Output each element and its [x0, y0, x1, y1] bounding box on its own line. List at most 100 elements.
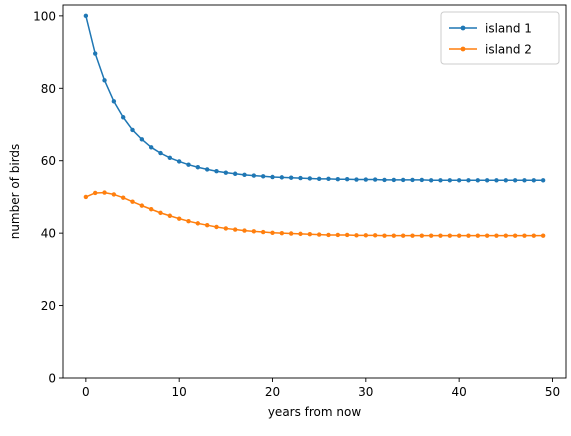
data-point: [176, 159, 182, 164]
legend: island 1 island 2: [440, 11, 560, 65]
data-point: [158, 210, 163, 216]
data-point: [83, 194, 89, 200]
data-point: [111, 99, 117, 104]
data-point: [475, 178, 481, 183]
data-point: [223, 170, 229, 175]
data-point: [279, 230, 285, 236]
x-tick-label: 30: [358, 385, 373, 399]
data-point: [102, 190, 107, 195]
data-point: [503, 233, 509, 238]
data-point: [270, 230, 275, 235]
data-point: [438, 178, 443, 183]
data-point: [354, 233, 359, 238]
data-point: [251, 173, 257, 178]
data-point: [102, 78, 107, 83]
data-point: [363, 233, 369, 238]
data-point: [186, 162, 191, 167]
data-point: [307, 232, 313, 237]
x-tick-label: 0: [82, 385, 90, 399]
data-point: [288, 175, 294, 180]
data-point: [484, 233, 490, 238]
data-point: [456, 233, 462, 238]
data-point: [195, 165, 201, 170]
data-point: [93, 51, 98, 56]
x-tick-label: 20: [265, 385, 280, 399]
x-tick-label: 40: [452, 385, 467, 399]
y-tick-label: 0: [48, 372, 56, 386]
data-point: [204, 167, 210, 172]
series-layer: [83, 13, 546, 238]
data-point: [335, 176, 341, 182]
data-point: [531, 178, 536, 183]
data-point: [522, 178, 527, 183]
data-point: [494, 233, 499, 238]
data-point: [391, 233, 397, 238]
data-point: [428, 178, 434, 183]
y-tick-label: 20: [41, 299, 56, 313]
data-point: [354, 177, 359, 182]
data-point: [242, 228, 247, 233]
data-point: [484, 178, 490, 183]
data-point: [372, 177, 378, 182]
x-tick-label: 10: [172, 385, 187, 399]
data-point: [120, 195, 126, 200]
legend-label: island 2: [485, 43, 532, 57]
data-point: [512, 178, 518, 183]
data-point: [83, 13, 89, 19]
data-point: [419, 177, 425, 183]
axes-frame: [62, 4, 567, 379]
data-point: [307, 176, 313, 181]
legend-marker-swatch: [460, 25, 466, 31]
data-point: [232, 171, 238, 176]
data-point: [204, 222, 210, 228]
series-1: [83, 13, 546, 183]
data-point: [260, 174, 266, 179]
y-tick-label: 100: [33, 9, 56, 23]
data-point: [260, 229, 266, 235]
legend-label: island 1: [485, 22, 532, 36]
data-point: [298, 231, 303, 237]
x-tick-label: 50: [545, 385, 560, 399]
data-point: [158, 150, 163, 156]
data-point: [410, 233, 415, 238]
data-point: [410, 177, 415, 183]
data-point: [438, 233, 443, 238]
data-point: [466, 233, 471, 238]
data-point: [279, 175, 285, 180]
data-point: [270, 174, 275, 180]
data-point: [475, 233, 481, 238]
data-point: [456, 178, 462, 183]
data-point: [316, 232, 322, 237]
data-point: [111, 192, 117, 197]
data-point: [167, 155, 173, 161]
data-point: [186, 219, 191, 224]
data-point: [251, 229, 257, 234]
data-point: [93, 190, 98, 196]
data-point: [400, 233, 406, 238]
data-point: [400, 177, 406, 183]
x-axis-label: years from now: [268, 405, 362, 419]
data-point: [344, 176, 350, 182]
data-point: [139, 203, 145, 208]
data-point: [540, 233, 546, 238]
axes-layer: 0 10 20 30 40 50 0 20 40 60 80 100: [33, 4, 567, 399]
data-point: [120, 115, 126, 120]
legend-item: island 2: [449, 43, 532, 57]
y-tick-label: 80: [41, 82, 56, 96]
data-point: [512, 233, 518, 238]
data-point: [242, 172, 247, 178]
data-point: [391, 177, 397, 183]
data-point: [176, 216, 182, 221]
data-point: [382, 177, 387, 183]
data-point: [167, 213, 173, 218]
plot-area: [63, 5, 566, 378]
series-2: [83, 190, 546, 238]
data-point: [148, 145, 154, 150]
data-point: [335, 232, 341, 238]
data-point: [494, 178, 499, 183]
data-point: [531, 233, 536, 238]
data-point: [382, 233, 387, 238]
data-point: [372, 233, 378, 238]
data-point: [447, 233, 453, 238]
data-point: [148, 207, 154, 212]
